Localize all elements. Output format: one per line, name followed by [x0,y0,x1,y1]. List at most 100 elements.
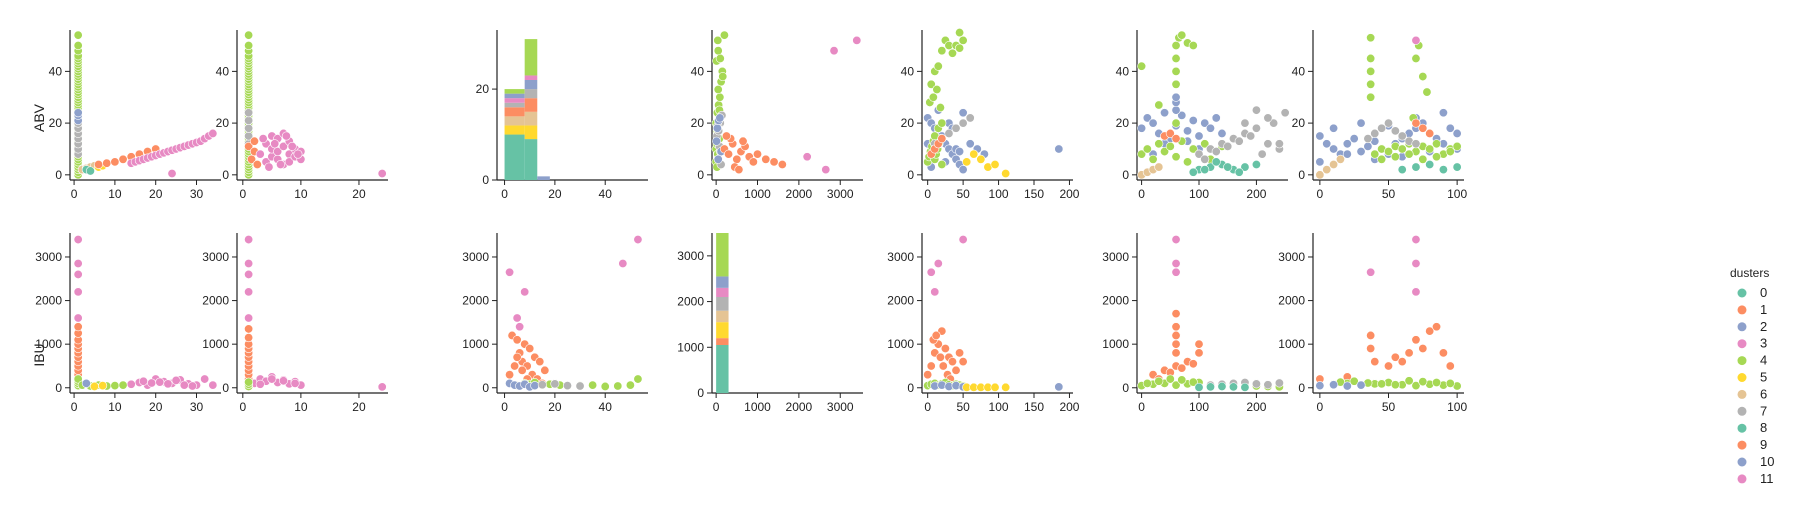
point-cluster-7 [244,108,254,118]
point-cluster-1 [761,154,771,164]
point-cluster-4 [1366,53,1376,63]
legend-marker-3 [1737,339,1747,349]
point-cluster-0 [1205,382,1215,392]
point-cluster-4 [1366,66,1376,76]
point-cluster-1 [955,348,965,358]
point-cluster-11 [255,149,265,159]
legend-label-6: 6 [1760,386,1767,401]
point-cluster-4 [1171,152,1181,162]
point-cluster-7 [1269,118,1279,128]
point-cluster-2 [1315,157,1325,167]
hist-bar-cluster-6 [504,116,525,126]
x-tick-label: 0 [239,400,246,414]
point-cluster-7 [1211,147,1221,157]
y-tick-label: 20 [691,116,705,130]
legend-label-7: 7 [1760,403,1767,418]
y-tick-label: 3000 [1278,250,1305,264]
point-cluster-4 [715,92,725,102]
point-cluster-1 [732,154,742,164]
point-cluster-4 [1154,139,1164,149]
point-cluster-4 [928,92,938,102]
x-tick-label: 10 [108,187,122,201]
y-tick-label: 20 [49,116,63,130]
panel-r0-c6: 0 50 100 0 20 40 [1292,30,1467,201]
point-cluster-1 [721,131,731,141]
x-tick-label: 3000 [827,187,854,201]
point-cluster-7 [562,381,572,391]
point-cluster-4 [1171,53,1181,63]
x-tick-label: 0 [924,400,931,414]
legend-label-10: 10 [1760,454,1774,469]
point-cluster-11 [377,169,387,179]
point-cluster-1 [244,333,254,343]
panel-r1-c3: 0 1000 2000 3000 0 1000 2000 3000 [677,233,863,414]
point-cluster-11 [147,378,157,388]
x-tick-label: 0 [501,187,508,201]
point-cluster-1 [935,352,945,362]
point-cluster-4 [713,84,723,94]
hist-bar-cluster-7 [524,89,538,99]
legend-label-1: 1 [1760,302,1767,317]
point-cluster-11 [512,313,522,323]
point-cluster-2 [1329,380,1339,390]
point-cluster-4 [1200,139,1210,149]
hist-bar-cluster-2 [524,80,538,90]
point-cluster-4 [1445,378,1455,388]
point-cluster-11 [244,287,254,297]
legend-label-11: 11 [1760,471,1774,486]
point-cluster-2 [1177,110,1187,120]
y-tick-label: 1000 [462,337,489,351]
hist-bar-cluster-3 [504,98,525,103]
point-cluster-4 [625,380,635,390]
y-tick-label: 3000 [1102,250,1129,264]
point-cluster-11 [829,46,839,56]
y-tick-label: 1000 [202,337,229,351]
hist-bar-cluster-6 [716,310,729,323]
y-tick-label: 0 [697,386,704,400]
point-cluster-1 [1171,134,1181,144]
point-cluster-1 [247,154,257,164]
y-tick-label: 0 [1122,168,1129,182]
point-cluster-7 [1257,149,1267,159]
point-cluster-7 [1240,118,1250,128]
point-cluster-11 [505,267,515,277]
point-cluster-1 [734,165,744,175]
point-cluster-4 [1432,139,1442,149]
point-cluster-4 [1418,154,1428,164]
hist-bar-cluster-7 [716,297,729,311]
x-tick-label: 1000 [744,187,771,201]
point-cluster-2 [1211,113,1221,123]
hist-bar-cluster-5 [504,125,525,135]
point-cluster-11 [258,134,268,144]
point-cluster-1 [512,352,522,362]
point-cluster-2 [1322,139,1332,149]
x-tick-label: 0 [713,187,720,201]
point-cluster-1 [1418,123,1428,133]
point-cluster-4 [1432,152,1442,162]
x-tick-label: 50 [956,400,970,414]
point-cluster-7 [1263,380,1273,390]
point-cluster-11 [163,379,173,389]
point-cluster-4 [1188,377,1198,387]
point-cluster-1 [94,159,104,169]
point-cluster-7 [1223,141,1233,151]
x-tick-label: 20 [149,400,163,414]
point-cluster-7 [1363,134,1373,144]
y-tick-label: 2000 [887,294,914,308]
point-cluster-0 [1397,165,1407,175]
point-cluster-4 [1445,147,1455,157]
x-tick-label: 10 [108,400,122,414]
point-cluster-7 [1246,131,1256,141]
x-tick-label: 10 [294,400,308,414]
point-cluster-1 [931,330,941,340]
point-cluster-4 [933,61,943,71]
point-cluster-7 [951,123,961,133]
hist-bar-cluster-4 [504,89,525,94]
y-tick-label: 40 [1292,64,1306,78]
point-cluster-1 [540,365,550,375]
point-cluster-2 [712,136,722,146]
point-cluster-0 [1194,382,1204,392]
hist-bar-cluster-4 [524,39,538,76]
point-cluster-4 [719,30,729,40]
point-cluster-4 [932,84,942,94]
